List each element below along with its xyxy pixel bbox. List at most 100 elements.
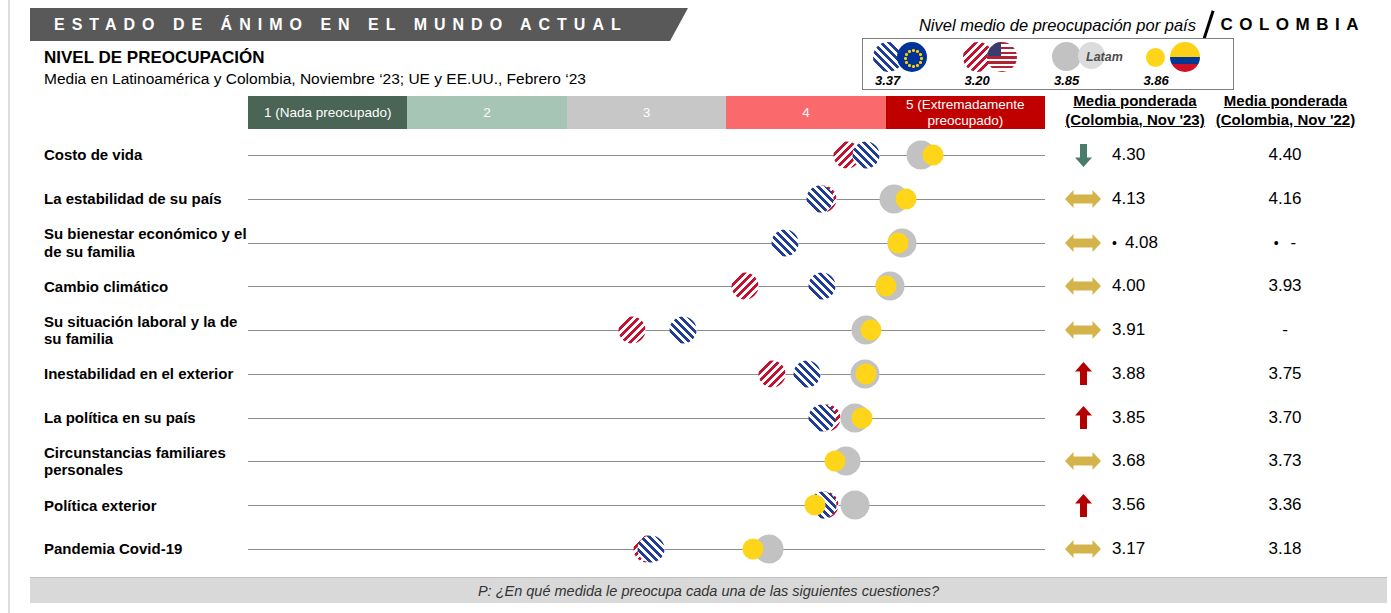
trend-up-icon bbox=[1060, 396, 1106, 440]
weighted-mean-nov23: 3.68 bbox=[1112, 439, 1202, 483]
weighted-mean-nov23: 3.91 bbox=[1112, 308, 1202, 352]
category-row: La estabilidad de su país 4.13 4.16 bbox=[0, 177, 1391, 221]
weighted-mean-nov23-value: 3.85 bbox=[1112, 408, 1145, 428]
column-header-line2: (Colombia, Nov '22) bbox=[1208, 111, 1363, 130]
trend-flat-icon bbox=[1060, 439, 1106, 483]
legend-item-eu: 3.37 bbox=[873, 42, 959, 88]
weighted-mean-nov23: 4.00 bbox=[1112, 264, 1202, 308]
category-row: Costo de vida 4.30 4.40 bbox=[0, 133, 1391, 177]
dot-plot-line bbox=[248, 264, 1045, 308]
colombia-marker bbox=[923, 145, 944, 166]
category-row: Su situación laboral y la de su familia3… bbox=[0, 308, 1391, 352]
category-label: La política en su país bbox=[44, 396, 252, 440]
weighted-mean-nov23-value: 3.17 bbox=[1112, 539, 1145, 559]
us-marker bbox=[732, 273, 759, 300]
category-label: Cambio climático bbox=[44, 264, 252, 308]
category-row: Política exterior 3.56 3.36 bbox=[0, 483, 1391, 527]
weighted-mean-nov22: 3.75 bbox=[1210, 352, 1360, 396]
eu-marker bbox=[808, 273, 835, 300]
weighted-mean-nov22-value: 4.16 bbox=[1268, 189, 1301, 209]
banner-title: ESTADO DE ÁNIMO EN EL MUNDO ACTUAL bbox=[54, 16, 628, 34]
country-legend-box: 3.37 3.20 Latam3.85 3.86 bbox=[862, 38, 1234, 90]
weighted-mean-nov23: •4.08 bbox=[1112, 221, 1202, 265]
colombia-marker bbox=[875, 276, 896, 297]
trend-up-icon bbox=[1060, 483, 1106, 527]
us-flag-icon bbox=[987, 42, 1017, 72]
category-row: Circunstancias familiares personales3.68… bbox=[0, 439, 1391, 483]
category-label: Política exterior bbox=[44, 483, 252, 527]
trend-flat-icon bbox=[1060, 177, 1106, 221]
eu-marker bbox=[794, 360, 821, 387]
weighted-mean-nov22: 3.73 bbox=[1210, 439, 1360, 483]
us-marker bbox=[619, 317, 646, 344]
legend-item-us: 3.20 bbox=[963, 42, 1049, 88]
latam-marker bbox=[841, 491, 870, 520]
category-label: Costo de vida bbox=[44, 133, 252, 177]
legend-marker-pair bbox=[1142, 42, 1228, 73]
weighted-mean-nov22-value: 3.75 bbox=[1268, 364, 1301, 384]
dot-plot-line bbox=[248, 133, 1045, 177]
dot-plot-line bbox=[248, 221, 1045, 265]
survey-question-bar: P: ¿En qué medida le preocupa cada una d… bbox=[30, 577, 1387, 603]
scale-segment-1: 1 (Nada preocupado) bbox=[248, 96, 407, 129]
weighted-mean-nov22: 3.93 bbox=[1210, 264, 1360, 308]
legend-marker-pair: Latam bbox=[1052, 42, 1138, 73]
colombia-flag-icon bbox=[1170, 42, 1200, 72]
trend-flat-icon bbox=[1060, 308, 1106, 352]
eu-stars-icon bbox=[912, 57, 915, 60]
weighted-mean-nov23-value: 4.30 bbox=[1112, 145, 1145, 165]
dot-plot-line bbox=[248, 308, 1045, 352]
dot-plot-line bbox=[248, 396, 1045, 440]
eu-marker bbox=[670, 317, 697, 344]
category-label: La estabilidad de su país bbox=[44, 177, 252, 221]
colombia-marker-icon bbox=[1146, 48, 1165, 67]
weighted-mean-nov23: 3.85 bbox=[1112, 396, 1202, 440]
scale-segment-5: 5 (Extremadamente preocupado) bbox=[886, 96, 1045, 129]
weighted-mean-nov22-value: - bbox=[1291, 233, 1297, 253]
slide: ESTADO DE ÁNIMO EN EL MUNDO ACTUAL Nivel… bbox=[0, 0, 1391, 613]
eu-marker bbox=[772, 229, 799, 256]
us-marker bbox=[759, 360, 786, 387]
legend-mean-value: 3.37 bbox=[875, 73, 900, 88]
weighted-mean-nov23: 3.56 bbox=[1112, 483, 1202, 527]
survey-question: P: ¿En qué medida le preocupa cada una d… bbox=[478, 583, 939, 599]
weighted-mean-nov22: 4.40 bbox=[1210, 133, 1360, 177]
column-header-line1: Media ponderada bbox=[1208, 92, 1363, 111]
category-row: Su bienestar económico y el de su famili… bbox=[0, 221, 1391, 265]
footnote-dot: • bbox=[1274, 235, 1279, 251]
eu-marker bbox=[853, 142, 880, 169]
top-right-header: Nivel medio de preocupación por país COL… bbox=[919, 10, 1365, 40]
category-row: Cambio climático 4.003.93 bbox=[0, 264, 1391, 308]
weighted-mean-nov22: 3.70 bbox=[1210, 396, 1360, 440]
dot-plot-line bbox=[248, 352, 1045, 396]
category-label: Inestabilidad en el exterior bbox=[44, 352, 252, 396]
colombia-marker bbox=[861, 320, 882, 341]
weighted-mean-nov23-value: 4.08 bbox=[1125, 233, 1158, 253]
scale-segment-4: 4 bbox=[726, 96, 885, 129]
legend-mean-value: 3.86 bbox=[1144, 73, 1169, 88]
colombia-marker bbox=[851, 407, 872, 428]
section-title: NIVEL DE PREOCUPACIÓN bbox=[44, 48, 264, 68]
latam-marker-icon bbox=[1052, 42, 1081, 71]
weighted-mean-nov22: •- bbox=[1210, 221, 1360, 265]
weighted-mean-nov22-value: 3.36 bbox=[1268, 495, 1301, 515]
weighted-mean-nov22-value: 3.18 bbox=[1268, 539, 1301, 559]
category-row: Inestabilidad en el exterior3.883.75 bbox=[0, 352, 1391, 396]
colombia-marker bbox=[856, 363, 877, 384]
column-header-line1: Media ponderada bbox=[1055, 92, 1215, 111]
colombia-marker bbox=[824, 451, 845, 472]
dot-plot-line bbox=[248, 177, 1045, 221]
category-label: Su bienestar económico y el de su famili… bbox=[44, 221, 252, 265]
trend-flat-icon bbox=[1060, 527, 1106, 571]
eu-marker bbox=[638, 536, 665, 563]
weighted-mean-nov23-value: 4.13 bbox=[1112, 189, 1145, 209]
us-canton bbox=[987, 42, 1001, 56]
trend-flat-icon bbox=[1060, 264, 1106, 308]
category-row: La política en su país 3.85 3.70 bbox=[0, 396, 1391, 440]
dot-plot-line bbox=[248, 527, 1045, 571]
section-subtitle: Media en Latinoamérica y Colombia, Novie… bbox=[44, 70, 586, 88]
scale-segment-2: 2 bbox=[407, 96, 566, 129]
category-label: Pandemia Covid-19 bbox=[44, 527, 252, 571]
legend-mean-value: 3.85 bbox=[1054, 73, 1079, 88]
legend-mean-value: 3.20 bbox=[965, 73, 990, 88]
